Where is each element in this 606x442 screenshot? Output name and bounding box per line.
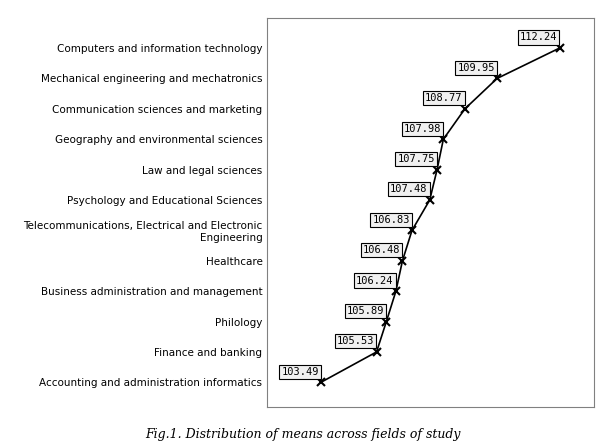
Text: 108.77: 108.77 [425, 93, 463, 103]
Text: 105.89: 105.89 [347, 306, 384, 316]
Text: 109.95: 109.95 [458, 63, 495, 73]
Text: 106.48: 106.48 [363, 245, 401, 255]
Text: 112.24: 112.24 [520, 32, 558, 42]
Text: 105.53: 105.53 [337, 336, 375, 346]
Text: 107.75: 107.75 [398, 154, 435, 164]
Text: 103.49: 103.49 [281, 367, 319, 377]
Text: Fig.1. Distribution of means across fields of study: Fig.1. Distribution of means across fiel… [145, 427, 461, 441]
Text: 107.98: 107.98 [404, 124, 441, 133]
Text: 106.24: 106.24 [356, 275, 394, 286]
Text: 107.48: 107.48 [390, 184, 428, 194]
Text: 106.83: 106.83 [372, 215, 410, 225]
